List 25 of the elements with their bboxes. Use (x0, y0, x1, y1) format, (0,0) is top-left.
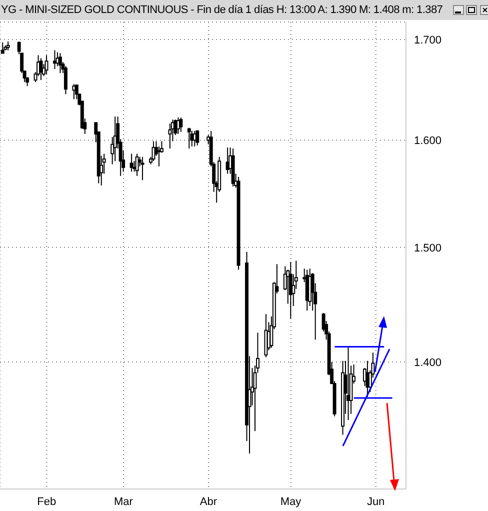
candlestick (58, 52, 62, 74)
x-tick-label: May (280, 496, 302, 508)
x-tick-label: Feb (37, 496, 56, 508)
candlestick (196, 130, 200, 146)
y-tick-label: 1.500 (414, 242, 442, 254)
candlestick (288, 261, 292, 320)
chart-title: YG - MINI-SIZED GOLD CONTINUOUS - Fin de día 1 días H: 13:00 A: 1.390 M: 1.408 m: 1.387 (0, 4, 443, 16)
candlestick (64, 66, 68, 95)
candlestick (130, 153, 134, 172)
candlestick (346, 346, 350, 421)
x-tick-label: Mar (114, 496, 134, 508)
candlestick (179, 117, 183, 132)
y-tick-label: 1.700 (414, 34, 442, 46)
candlestick (157, 146, 161, 167)
y-tick-label: 1.600 (414, 135, 442, 148)
candlestick (187, 127, 191, 150)
candlestick (72, 84, 76, 100)
candlestick (0, 42, 4, 54)
x-tick-label: Abr (200, 496, 218, 508)
candlestick (44, 54, 48, 75)
y-tick-label: 1.400 (414, 356, 442, 369)
candlestick (140, 156, 144, 181)
x-tick-label: Jun (366, 496, 385, 508)
candlestick (135, 153, 139, 176)
candlestick (168, 123, 172, 150)
